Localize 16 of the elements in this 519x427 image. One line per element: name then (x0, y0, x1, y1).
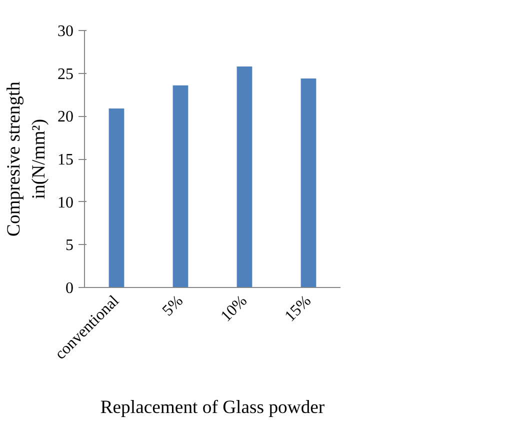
y-tick-label: 10 (58, 194, 74, 212)
x-tick-label: 15% (282, 292, 315, 326)
y-tick-label: 25 (58, 66, 74, 83)
bar (172, 85, 188, 288)
y-tick-label: 30 (58, 23, 74, 40)
y-tick-label: 20 (58, 108, 74, 126)
y-tick-label: 0 (66, 280, 74, 297)
bar (300, 78, 316, 288)
y-tick-label: 15 (58, 152, 74, 168)
bar (108, 108, 124, 288)
y-axis-title: Compresive strength in(N/mm²) (3, 80, 50, 236)
y-tick-label: 5 (66, 237, 74, 254)
x-tick-label: 5% (159, 292, 187, 320)
x-tick-label: 10% (218, 292, 251, 326)
bar (236, 66, 252, 288)
x-axis-title: Replacement of Glass powder (100, 396, 326, 418)
